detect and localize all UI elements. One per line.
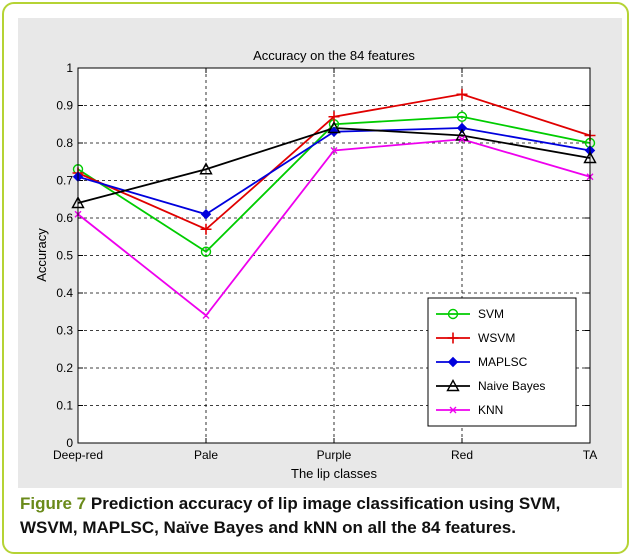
data-point-wsvm xyxy=(328,111,340,123)
ticks: 0 0.1 0.2 0.3 0.4 0.5 0.6 0.7 0.8 0.9 1 Deep-red Pal… xyxy=(53,61,597,462)
data-point-naive-bayes xyxy=(327,121,341,134)
legend-marker-maplsc xyxy=(447,356,459,368)
caption-label: Figure 7 xyxy=(20,494,87,513)
data-point-wsvm xyxy=(200,223,212,235)
data-point-wsvm xyxy=(456,88,468,100)
data-point-knn xyxy=(330,147,338,154)
y-tick-label: 0.6 xyxy=(56,211,73,225)
data-point-svm xyxy=(200,246,212,257)
y-tick-label: 0.5 xyxy=(56,249,73,263)
x-tick-label: TA xyxy=(583,448,597,462)
line-chart: 0 0.1 0.2 0.3 0.4 0.5 0.6 0.7 0.8 0.9 1 Deep-red Pal… xyxy=(34,48,597,481)
legend-marker-wsvm xyxy=(447,332,459,344)
y-tick-label: 0.9 xyxy=(56,99,73,113)
legend-marker-naive-bayes xyxy=(446,379,460,392)
x-tick-label: Red xyxy=(451,448,473,462)
y-axis-label: Accuracy xyxy=(34,228,49,282)
legend-label-svm: SVM xyxy=(478,307,504,321)
y-tick-label: 0.3 xyxy=(56,324,73,338)
y-tick-label: 0.7 xyxy=(56,174,73,188)
x-axis-label: The lip classes xyxy=(291,466,377,481)
legend: SVM WSVM MAPLSC Naive Bayes KNN xyxy=(427,297,577,427)
legend-marker-knn xyxy=(449,406,457,414)
y-tick-label: 1 xyxy=(66,61,73,75)
legend-marker-svm xyxy=(447,308,459,320)
x-tick-label: Deep-red xyxy=(53,448,103,462)
data-point-maplsc xyxy=(328,126,340,137)
x-tick-label: Purple xyxy=(317,448,352,462)
figure-frame: 0 0.1 0.2 0.3 0.4 0.5 0.6 0.7 0.8 0.9 1 Deep-red Pal… xyxy=(2,2,629,554)
series-line-svm xyxy=(77,115,591,253)
plot-border xyxy=(77,67,591,444)
legend-label-naive-bayes: Naive Bayes xyxy=(478,379,545,393)
legend-label-maplsc: MAPLSC xyxy=(478,355,528,369)
data-point-maplsc xyxy=(456,122,468,134)
data-point-maplsc xyxy=(200,209,212,220)
y-tick-label: 0.4 xyxy=(56,286,73,300)
legend-label-knn: KNN xyxy=(478,403,503,417)
data-point-knn xyxy=(202,312,210,319)
data-point-knn xyxy=(458,135,466,143)
legend-label-wsvm: WSVM xyxy=(478,331,515,345)
figure-area: 0 0.1 0.2 0.3 0.4 0.5 0.6 0.7 0.8 0.9 1 Deep-red Pal… xyxy=(18,18,622,488)
y-tick-label: 0 xyxy=(66,436,73,450)
chart-title: Accuracy on the 84 features xyxy=(253,48,415,63)
data-point-naive-bayes xyxy=(199,162,213,175)
y-tick-label: 0.8 xyxy=(56,136,73,150)
caption-text: Prediction accuracy of lip image classif… xyxy=(20,494,561,537)
x-tick-label: Pale xyxy=(194,448,218,462)
data-point-svm xyxy=(456,111,468,122)
y-tick-label: 0.1 xyxy=(56,399,73,413)
figure-caption: Figure 7 Prediction accuracy of lip imag… xyxy=(20,492,620,540)
y-tick-label: 0.2 xyxy=(56,361,73,375)
